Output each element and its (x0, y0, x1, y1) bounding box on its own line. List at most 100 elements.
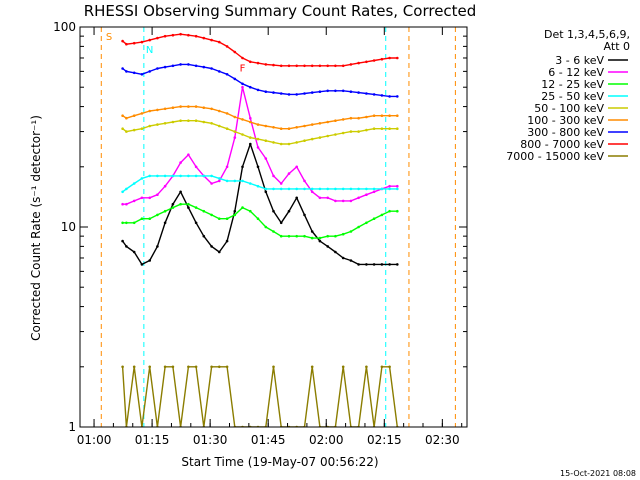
data-point-6-2 (132, 71, 136, 75)
data-point-3-10 (194, 174, 198, 178)
data-point-4-1 (125, 130, 128, 133)
data-point-1-24 (303, 179, 306, 183)
data-point-0-32 (365, 263, 368, 266)
data-point-0-22 (287, 209, 291, 213)
data-point-7-19 (264, 63, 268, 66)
data-point-2-29 (341, 232, 345, 236)
data-point-3-28 (334, 187, 337, 191)
data-point-2-20 (272, 230, 275, 233)
data-point-0-20 (272, 209, 275, 213)
y-tick-label-2: 100 (53, 20, 76, 34)
data-point-1-33 (372, 190, 376, 194)
data-point-4-14 (225, 127, 229, 130)
data-point-5-33 (372, 114, 376, 117)
data-point-7-3 (140, 40, 144, 44)
x-axis-label: Start Time (19-May-07 00:56:22) (181, 455, 378, 469)
data-point-2-3 (140, 217, 144, 220)
data-point-6-28 (334, 89, 337, 93)
y-tick-label-1: 10 (61, 220, 76, 234)
data-point-1-32 (365, 193, 368, 196)
data-point-7-18 (256, 61, 260, 65)
data-point-4-31 (357, 130, 360, 133)
data-point-7-6 (163, 34, 167, 38)
data-point-7-12 (210, 38, 213, 42)
data-point-0-1 (125, 245, 128, 248)
data-point-2-5 (156, 213, 159, 217)
data-point-6-15 (233, 77, 237, 81)
data-point-6-21 (279, 92, 283, 95)
data-point-0-16 (241, 165, 244, 169)
data-point-7-35 (388, 56, 391, 60)
chart-title: RHESSI Observing Summary Count Rates, Co… (84, 2, 477, 20)
data-point-5-35 (388, 114, 391, 117)
data-point-0-10 (194, 221, 198, 225)
data-point-6-34 (380, 94, 384, 97)
data-point-5-28 (334, 119, 337, 122)
x-tick-label-2: 01:30 (193, 433, 228, 447)
x-tick-label-6: 02:30 (425, 433, 460, 447)
data-point-3-8 (179, 174, 182, 178)
data-point-2-11 (202, 209, 206, 213)
data-point-2-28 (334, 234, 337, 238)
data-point-8-0 (121, 365, 124, 369)
x-tick-label-5: 02:15 (367, 433, 402, 447)
legend-label-4: 50 - 100 keV (534, 102, 604, 115)
annotation-0: S (106, 32, 112, 43)
data-point-5-1 (125, 116, 128, 120)
data-point-5-10 (194, 105, 198, 108)
data-point-2-0 (121, 221, 124, 225)
data-point-1-31 (357, 196, 360, 200)
data-point-2-21 (279, 234, 283, 238)
data-point-2-15 (233, 213, 237, 217)
data-point-1-4 (148, 196, 151, 200)
data-point-5-7 (171, 106, 175, 109)
data-point-3-7 (171, 174, 175, 178)
data-point-7-4 (148, 38, 151, 42)
data-point-5-4 (148, 109, 151, 113)
data-point-5-21 (279, 127, 283, 130)
data-point-4-12 (210, 122, 213, 125)
data-point-3-17 (249, 182, 252, 185)
data-point-8-9 (187, 365, 190, 369)
data-point-4-35 (388, 127, 391, 130)
data-point-5-5 (156, 108, 159, 112)
data-point-5-16 (241, 118, 244, 121)
x-tick-label-4: 02:00 (309, 433, 344, 447)
data-point-6-16 (241, 82, 244, 86)
data-point-5-11 (202, 106, 206, 109)
data-point-7-5 (156, 36, 159, 40)
data-point-0-12 (210, 245, 213, 248)
data-point-6-7 (171, 64, 175, 68)
data-point-6-6 (163, 65, 167, 69)
data-point-1-3 (140, 196, 144, 200)
data-point-8-34 (380, 365, 384, 369)
data-point-6-23 (295, 93, 299, 96)
data-point-8-13 (218, 365, 221, 369)
data-point-3-27 (326, 187, 330, 191)
data-point-3-32 (365, 187, 368, 191)
data-point-8-10 (194, 365, 198, 369)
data-point-1-14 (225, 165, 229, 169)
data-point-5-22 (287, 127, 291, 130)
data-point-2-22 (287, 234, 291, 238)
data-point-3-1 (125, 187, 128, 191)
data-point-2-17 (249, 209, 252, 213)
legend-label-5: 100 - 300 keV (527, 114, 604, 127)
data-point-5-27 (326, 120, 330, 124)
data-point-7-21 (279, 64, 283, 68)
data-point-7-11 (202, 36, 206, 40)
data-point-3-23 (295, 187, 299, 191)
data-point-1-26 (318, 196, 322, 200)
data-point-5-26 (318, 122, 322, 125)
data-point-5-29 (341, 118, 345, 121)
data-point-1-18 (256, 146, 260, 149)
data-point-5-24 (303, 124, 306, 128)
data-point-7-24 (303, 64, 306, 68)
data-point-4-13 (218, 124, 221, 128)
data-point-0-6 (163, 221, 167, 225)
data-point-4-25 (310, 137, 314, 141)
data-point-0-34 (380, 263, 384, 266)
legend-label-8: 7000 - 15000 keV (506, 150, 604, 163)
data-point-5-8 (179, 105, 182, 108)
data-point-6-24 (303, 92, 306, 95)
